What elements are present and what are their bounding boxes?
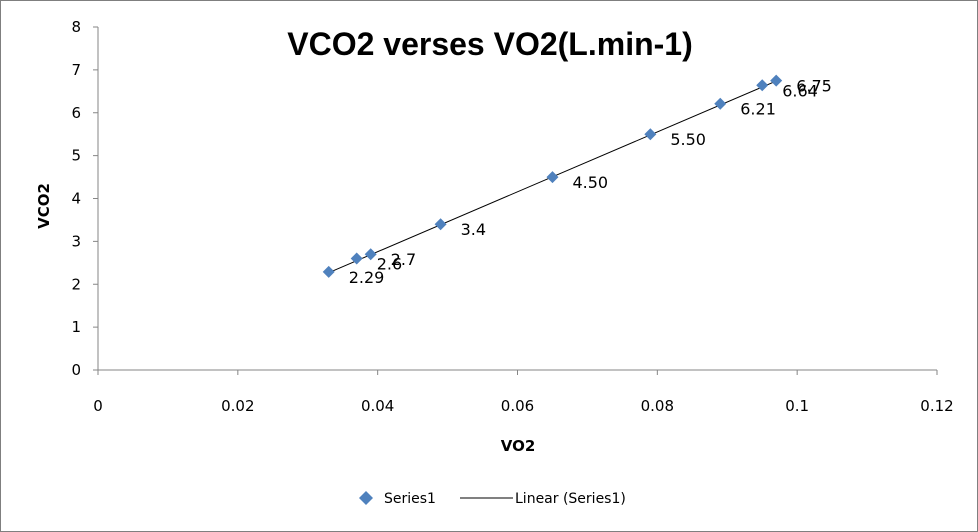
data-label: 2.6 <box>377 255 402 274</box>
y-tick-label: 3 <box>71 232 81 250</box>
data-label: 2.7 <box>391 250 416 269</box>
y-tick-label: 5 <box>71 147 81 165</box>
x-tick-label: 0.02 <box>221 397 254 415</box>
legend: Series1 Linear (Series1) <box>359 491 626 507</box>
x-axis-title: VO2 <box>501 437 536 455</box>
data-point <box>756 79 769 92</box>
chart-title: VCO2 verses VO2(L.min-1) <box>287 26 692 62</box>
y-tick-label: 1 <box>71 318 81 336</box>
data-point <box>714 97 727 110</box>
x-tick-label: 0.12 <box>920 397 953 415</box>
x-tick-label: 0 <box>93 397 103 415</box>
data-labels: 2.292.62.7 3.4 4.50 5.50 6.21 6.646.75 <box>349 77 832 287</box>
data-point <box>644 128 657 141</box>
y-axis-title: VCO2 <box>35 183 53 229</box>
data-label: 5.50 <box>670 130 706 149</box>
y-tick-label: 2 <box>71 275 81 293</box>
data-point <box>434 218 447 231</box>
y-tick-label: 0 <box>71 361 81 379</box>
y-tick-label: 7 <box>71 61 81 79</box>
x-tick-label: 0.08 <box>641 397 674 415</box>
data-label: 6.64 <box>782 81 818 100</box>
data-point <box>350 252 363 265</box>
y-tick-label: 6 <box>71 104 81 122</box>
x-tick-label: 0.1 <box>785 397 809 415</box>
y-axis-ticks: 0 1 2 3 4 5 6 7 8 <box>71 18 98 379</box>
data-point <box>546 171 559 184</box>
legend-trend-label: Linear (Series1) <box>515 491 626 507</box>
data-point <box>770 74 783 87</box>
legend-series-marker <box>359 491 373 505</box>
x-tick-label: 0.04 <box>361 397 394 415</box>
data-label: 3.4 <box>461 220 486 239</box>
y-tick-label: 4 <box>71 190 81 208</box>
x-axis-ticks: 0 0.02 0.04 0.06 0.08 0.1 0.12 <box>93 370 954 415</box>
data-point <box>322 265 335 278</box>
data-label: 6.21 <box>740 100 776 119</box>
data-label: 2.29 <box>349 268 385 287</box>
data-points <box>322 74 783 278</box>
legend-series-label: Series1 <box>384 491 436 507</box>
data-label: 6.75 <box>796 77 832 96</box>
data-label: 4.50 <box>572 173 608 192</box>
x-tick-label: 0.06 <box>501 397 534 415</box>
y-tick-label: 8 <box>71 18 81 36</box>
data-point <box>364 248 377 261</box>
